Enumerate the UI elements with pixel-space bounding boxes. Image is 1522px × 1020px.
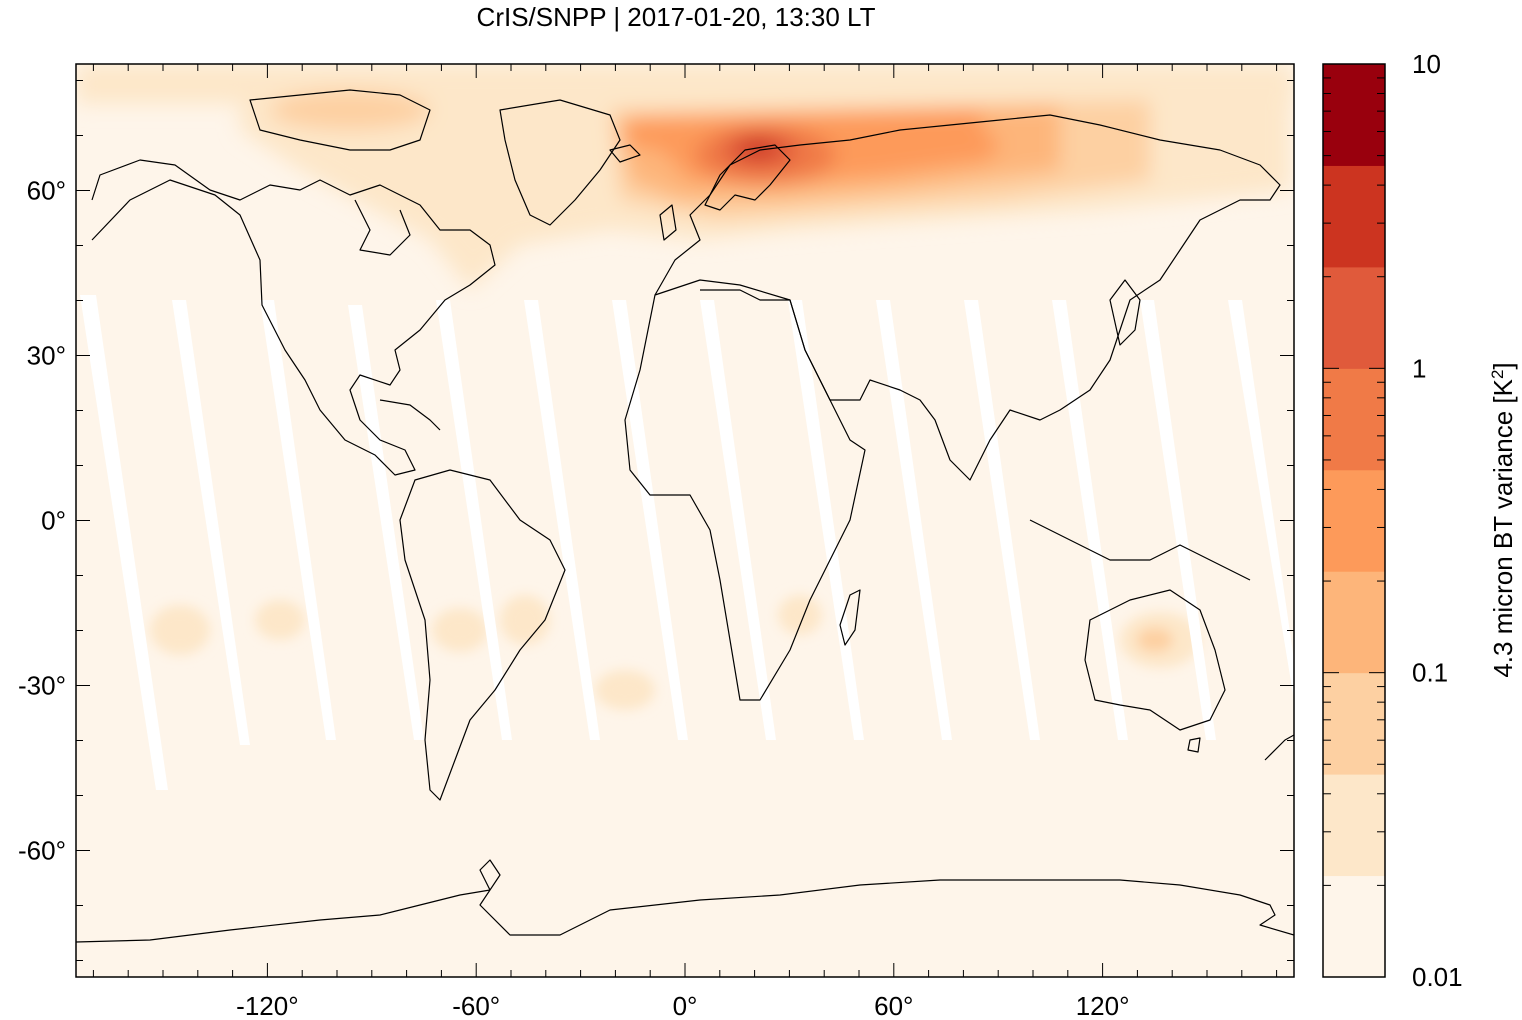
- southern-variance-patches: [150, 595, 1200, 710]
- coast-iceland: [609, 144, 641, 163]
- coast-australia: [1084, 589, 1226, 731]
- colorbar-swatch: [1323, 875, 1385, 978]
- coast-canadian-arctic: [249, 89, 431, 151]
- coast-antarctica: [76, 859, 1294, 943]
- coast-great-britain: [659, 204, 677, 241]
- colorbar-tick-label: 1: [1412, 353, 1426, 383]
- colorbar-swatch: [1323, 165, 1385, 268]
- y-tick-label: -30°: [18, 671, 66, 701]
- coast-tasmania: [1187, 737, 1201, 753]
- y-tick-label: 0°: [41, 506, 66, 536]
- coast-greenland: [499, 99, 621, 226]
- colorbar: [1323, 64, 1385, 978]
- colorbar-tick-label: 10: [1412, 49, 1441, 79]
- coast-new-zealand: [1264, 734, 1294, 761]
- colorbar-tick-label: 0.01: [1412, 962, 1463, 992]
- x-tick-label: 120°: [1076, 991, 1130, 1020]
- coast-south-america: [399, 469, 566, 801]
- x-tick-label: -60°: [452, 991, 500, 1020]
- map-title: CrIS/SNPP | 2017-01-20, 13:30 LT: [476, 2, 876, 32]
- colorbar-ticks: [1323, 77, 1385, 978]
- coast-scandinavia: [704, 144, 791, 211]
- colorbar-tick-labels: 10 1 0.1 0.01: [1412, 49, 1463, 992]
- variance-field: [76, 64, 1294, 943]
- y-tick-label: 60°: [27, 176, 66, 206]
- coast-eurasia: [654, 114, 1281, 481]
- colorbar-swatch: [1323, 266, 1385, 369]
- colorbar-tick-label: 0.1: [1412, 658, 1448, 688]
- coast-indonesia: [1029, 519, 1251, 581]
- y-tick-label: 30°: [27, 341, 66, 371]
- x-tick-label: 60°: [874, 991, 913, 1020]
- colorbar-frame: [1322, 63, 1386, 978]
- colorbar-swatch: [1323, 368, 1385, 471]
- coast-hudson-bay: [354, 199, 411, 256]
- colorbar-swatch: [1323, 571, 1385, 674]
- high-latitude-variance-band: [76, 64, 1294, 290]
- colorbar-swatch: [1323, 672, 1385, 775]
- coast-caribbean: [379, 399, 441, 431]
- x-tick-label: -120°: [236, 991, 298, 1020]
- colorbar-swatch: [1323, 64, 1385, 166]
- coastlines: [76, 89, 1294, 943]
- colorbar-swatch: [1323, 774, 1385, 877]
- coast-japan: [1109, 279, 1141, 346]
- colorbar-swatch: [1323, 469, 1385, 572]
- y-tick-label: -60°: [18, 836, 66, 866]
- coast-madagascar: [839, 589, 861, 646]
- map-axis-ticks: [76, 64, 1294, 977]
- map-axis-tick-labels: -120° -60° 0° 60° 120° 60° 30° 0° -30° -60°: [18, 176, 1129, 1020]
- swath-gaps: [80, 295, 1294, 790]
- coast-north-america: [91, 159, 496, 476]
- colorbar-label: 4.3 micron BT variance [K2]: [1488, 362, 1519, 677]
- x-tick-label: 0°: [673, 991, 698, 1020]
